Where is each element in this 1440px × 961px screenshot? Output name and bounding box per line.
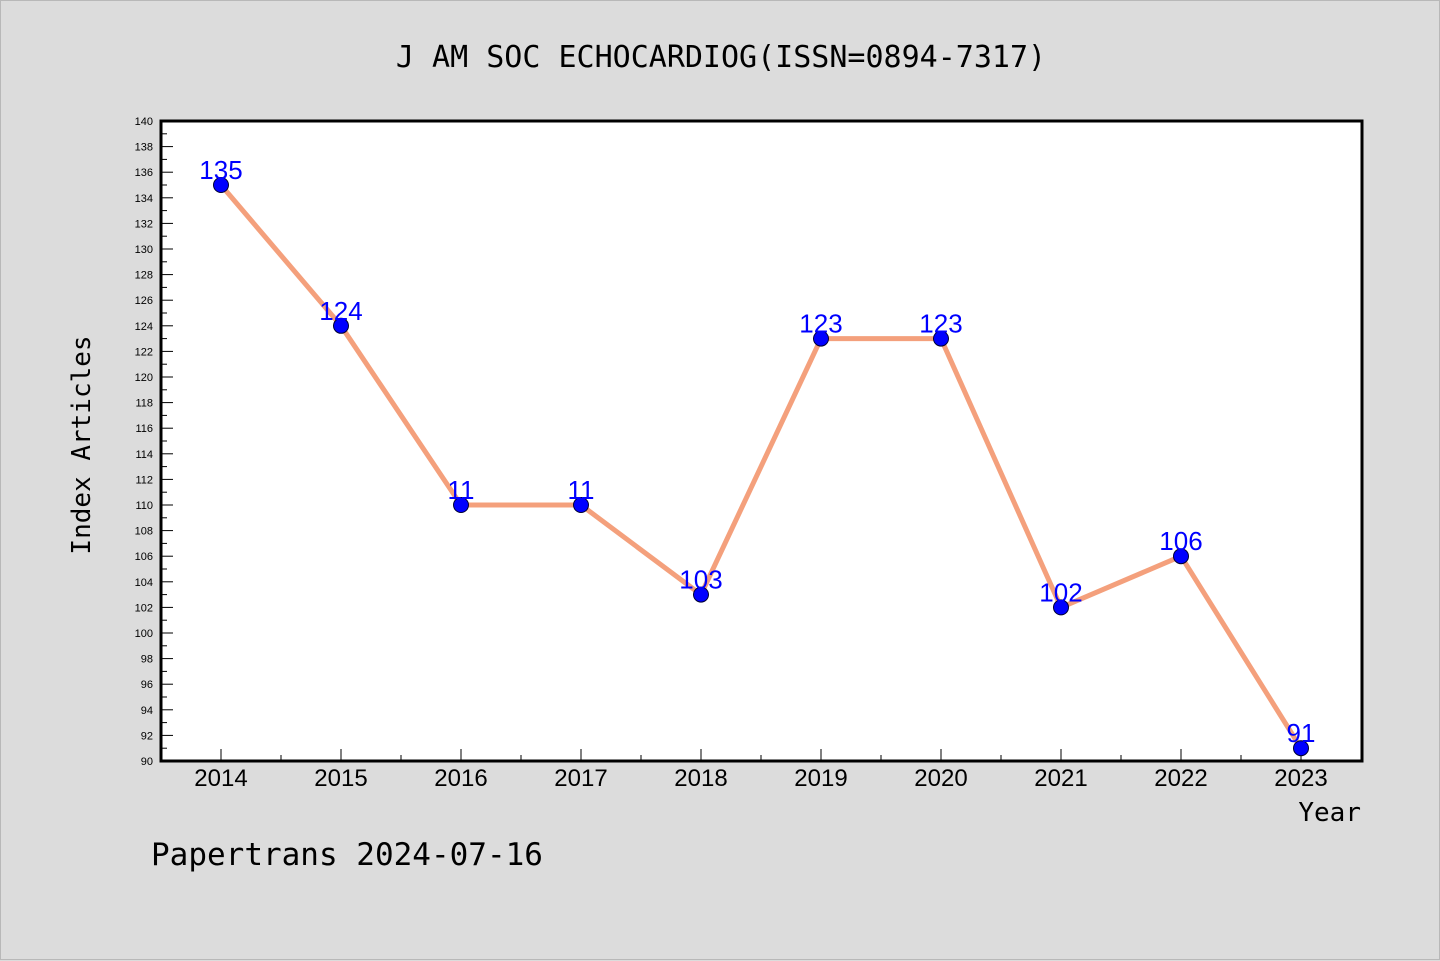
y-tick-label: 128 xyxy=(135,270,153,282)
y-tick-label: 118 xyxy=(135,398,153,410)
series-line xyxy=(219,183,1304,750)
x-tick-label: 2021 xyxy=(1034,765,1087,792)
data-point xyxy=(213,177,229,193)
x-axis: 2014 2015 2016 2017 2018 2019 2020 2021 2022 2023 xyxy=(160,749,1328,792)
data-point xyxy=(933,330,949,347)
x-tick-label: 2018 xyxy=(674,765,727,792)
x-tick-label: 2023 xyxy=(1274,765,1327,792)
x-tick-label: 2014 xyxy=(194,765,247,792)
data-point xyxy=(573,497,589,513)
y-tick-label: 98 xyxy=(141,654,153,666)
y-tick-label: 122 xyxy=(135,346,153,358)
data-label: 135 xyxy=(199,155,242,185)
series-index-articles: 135 124 11 11 103 123 123 102 106 91 xyxy=(199,155,1316,757)
y-tick-label: 140 xyxy=(135,116,153,128)
data-label: 106 xyxy=(1159,526,1202,556)
footer-credit: Papertrans 2024-07-16 xyxy=(151,837,543,873)
y-tick-label: 102 xyxy=(135,602,153,614)
data-label: 123 xyxy=(919,309,962,339)
x-tick-label: 2022 xyxy=(1154,765,1207,792)
y-tick-label: 130 xyxy=(135,244,153,256)
x-tick-label: 2016 xyxy=(434,765,487,792)
data-label: 11 xyxy=(568,475,595,505)
data-point xyxy=(1293,740,1309,757)
y-tick-label: 110 xyxy=(135,500,153,512)
data-point xyxy=(693,586,709,603)
y-axis: 90 92 94 96 98 100 102 104 106 108 110 112 114 116 118… xyxy=(135,116,173,768)
y-tick-label: 134 xyxy=(135,193,153,205)
data-label: 124 xyxy=(319,296,362,326)
y-tick-label: 138 xyxy=(135,142,153,154)
x-axis-title: Year xyxy=(1298,798,1361,828)
y-tick-label: 100 xyxy=(135,628,153,640)
chart-title: J AM SOC ECHOCARDIOG(ISSN=0894-7317) xyxy=(396,40,1046,75)
y-tick-label: 116 xyxy=(135,423,153,435)
x-tick-label: 2017 xyxy=(554,765,607,792)
x-tick-label: 2015 xyxy=(314,765,367,792)
y-tick-label: 132 xyxy=(135,218,153,230)
data-point xyxy=(333,317,349,334)
y-tick-label: 114 xyxy=(135,449,153,461)
x-tick-label: 2019 xyxy=(794,765,847,792)
y-tick-label: 104 xyxy=(135,577,153,589)
data-label: 91 xyxy=(1287,718,1316,748)
y-tick-label: 94 xyxy=(141,705,153,717)
y-tick-label: 106 xyxy=(135,551,153,563)
y-tick-label: 96 xyxy=(141,679,153,691)
data-point xyxy=(813,330,829,347)
y-tick-label: 112 xyxy=(135,474,153,486)
y-tick-label: 108 xyxy=(135,526,153,538)
data-point xyxy=(1173,548,1189,565)
data-point xyxy=(1053,599,1069,616)
plot-area xyxy=(161,121,1362,761)
y-tick-label: 136 xyxy=(135,167,153,179)
data-label: 102 xyxy=(1039,577,1082,607)
data-label: 123 xyxy=(799,309,842,339)
data-point xyxy=(453,497,469,513)
y-tick-label: 124 xyxy=(135,321,153,333)
y-tick-label: 120 xyxy=(135,372,153,384)
y-tick-label: 126 xyxy=(135,295,153,307)
data-label: 103 xyxy=(679,565,722,595)
data-label: 11 xyxy=(448,475,475,505)
x-tick-label: 2020 xyxy=(914,765,967,792)
plot-border xyxy=(159,119,1364,763)
y-tick-label: 90 xyxy=(141,756,153,768)
y-tick-label: 92 xyxy=(141,730,153,742)
y-axis-title: Index Articles xyxy=(67,335,97,554)
